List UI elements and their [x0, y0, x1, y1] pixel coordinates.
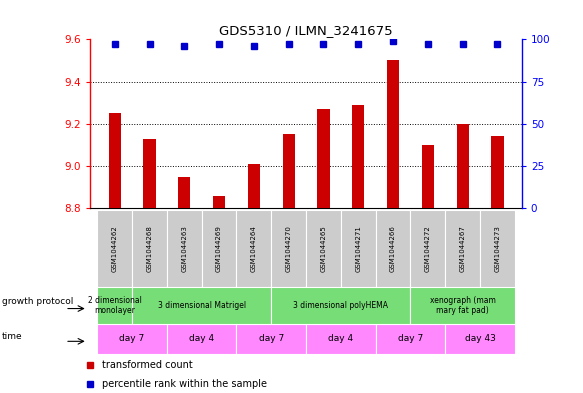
- Text: 3 dimensional Matrigel: 3 dimensional Matrigel: [157, 301, 246, 310]
- Bar: [283, 134, 295, 208]
- Text: transformed count: transformed count: [102, 360, 193, 370]
- Bar: [237, 324, 306, 354]
- Bar: [352, 105, 364, 208]
- Bar: [178, 176, 191, 208]
- Text: day 7: day 7: [120, 334, 145, 343]
- Text: percentile rank within the sample: percentile rank within the sample: [102, 379, 267, 389]
- Bar: [480, 210, 515, 287]
- Bar: [97, 287, 132, 324]
- Bar: [97, 324, 167, 354]
- Text: day 43: day 43: [465, 334, 496, 343]
- Bar: [306, 324, 375, 354]
- Text: day 7: day 7: [398, 334, 423, 343]
- Text: 2 dimensional
monolayer: 2 dimensional monolayer: [88, 296, 142, 315]
- Bar: [410, 287, 515, 324]
- Bar: [422, 145, 434, 208]
- Bar: [445, 210, 480, 287]
- Bar: [167, 324, 237, 354]
- Text: GSM1044266: GSM1044266: [390, 225, 396, 272]
- Text: GSM1044269: GSM1044269: [216, 225, 222, 272]
- Text: day 4: day 4: [189, 334, 215, 343]
- Bar: [143, 139, 156, 208]
- Bar: [248, 164, 260, 208]
- Bar: [132, 210, 167, 287]
- Bar: [317, 109, 329, 208]
- Text: growth protocol: growth protocol: [2, 298, 73, 306]
- Bar: [410, 210, 445, 287]
- Bar: [387, 61, 399, 208]
- Text: day 7: day 7: [259, 334, 284, 343]
- Text: GSM1044265: GSM1044265: [321, 225, 326, 272]
- Bar: [375, 324, 445, 354]
- Bar: [271, 287, 410, 324]
- Bar: [491, 136, 504, 208]
- Bar: [97, 210, 132, 287]
- Text: GSM1044273: GSM1044273: [494, 225, 500, 272]
- Bar: [271, 210, 306, 287]
- Text: GSM1044267: GSM1044267: [459, 225, 466, 272]
- Bar: [445, 324, 515, 354]
- Bar: [375, 210, 410, 287]
- Bar: [213, 196, 225, 208]
- Text: GSM1044272: GSM1044272: [425, 225, 431, 272]
- Bar: [456, 124, 469, 208]
- Bar: [237, 210, 271, 287]
- Text: day 4: day 4: [328, 334, 353, 343]
- Text: GSM1044270: GSM1044270: [286, 225, 292, 272]
- Bar: [306, 210, 341, 287]
- Text: time: time: [2, 332, 22, 340]
- Text: 3 dimensional polyHEMA: 3 dimensional polyHEMA: [293, 301, 388, 310]
- Bar: [202, 210, 237, 287]
- Text: GSM1044263: GSM1044263: [181, 225, 187, 272]
- Text: GSM1044271: GSM1044271: [355, 225, 361, 272]
- Text: GSM1044264: GSM1044264: [251, 225, 257, 272]
- Bar: [167, 210, 202, 287]
- Text: GSM1044262: GSM1044262: [112, 225, 118, 272]
- Title: GDS5310 / ILMN_3241675: GDS5310 / ILMN_3241675: [219, 24, 393, 37]
- Bar: [132, 287, 271, 324]
- Text: GSM1044268: GSM1044268: [146, 225, 153, 272]
- Text: xenograph (mam
mary fat pad): xenograph (mam mary fat pad): [430, 296, 496, 315]
- Bar: [108, 113, 121, 208]
- Bar: [341, 210, 375, 287]
